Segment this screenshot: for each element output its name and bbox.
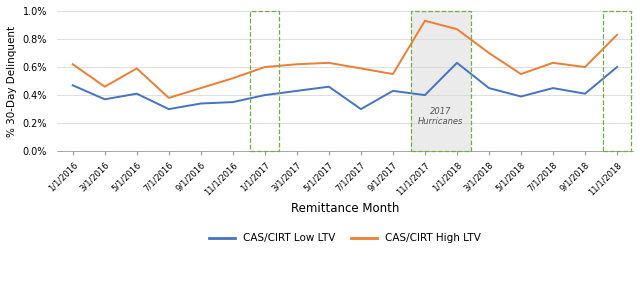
Bar — [603, 11, 632, 151]
Bar — [410, 11, 472, 151]
Y-axis label: % 30-Day Delinquent: % 30-Day Delinquent — [7, 25, 17, 137]
Legend: CAS/CIRT Low LTV, CAS/CIRT High LTV: CAS/CIRT Low LTV, CAS/CIRT High LTV — [204, 229, 485, 248]
X-axis label: Remittance Month: Remittance Month — [291, 202, 399, 215]
Bar — [410, 11, 472, 151]
Bar — [250, 11, 279, 151]
Text: 2017
Hurricanes: 2017 Hurricanes — [419, 107, 463, 126]
